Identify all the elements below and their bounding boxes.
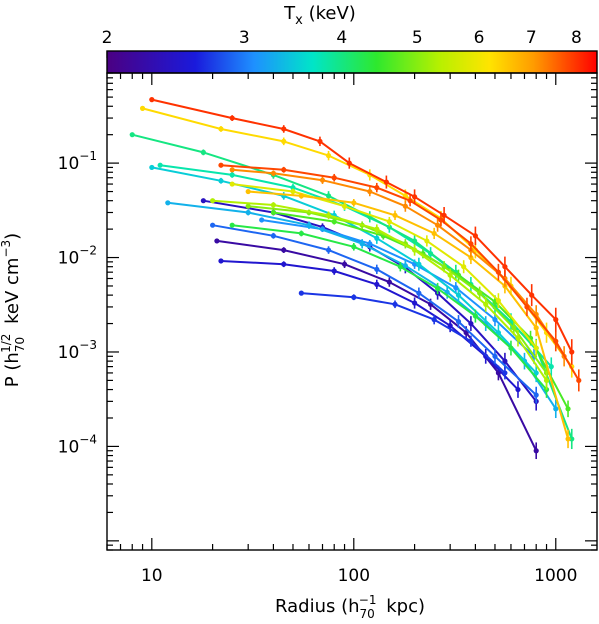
profile-T-5.3 <box>210 198 550 390</box>
y-tick-label-exponent: −2 <box>79 244 97 258</box>
y-tick-label: 10−4 <box>58 432 97 457</box>
colorbar-tick-label: 2 <box>102 28 113 48</box>
y-tick-label: 10−1 <box>58 149 97 174</box>
profile-T-7.8 <box>218 162 582 392</box>
y-tick-label: 10−2 <box>58 244 97 269</box>
profile-T-2.2 <box>214 238 539 460</box>
profile-T-8 <box>149 97 575 365</box>
x-axis-label: Radius (h70−1 kpc) <box>275 593 425 621</box>
profile-T-3.1 <box>259 217 537 364</box>
profile-T-2.9 <box>210 222 539 404</box>
profile-T-2.7 <box>298 290 508 380</box>
profile-line <box>247 205 548 374</box>
colorbar-tick-label: 8 <box>571 28 582 48</box>
x-tick-label: 100 <box>338 566 370 586</box>
colorbar-tick-label: 5 <box>412 28 423 48</box>
x-axis-label-units: kpc) <box>381 596 426 617</box>
plot-frame <box>106 72 598 551</box>
profile-T-6.6 <box>245 188 571 449</box>
y-axis-label-mid: keV cm <box>2 258 23 330</box>
x-axis-label-superscript: −1 <box>359 593 377 607</box>
colorbar-tick-label: 3 <box>239 28 250 48</box>
colorbar-strip <box>106 50 598 74</box>
profile-line <box>231 168 566 358</box>
y-axis-label-close: ) <box>2 233 23 240</box>
pressure-profiles <box>129 97 582 460</box>
y-axis-ticks: 10−110−210−310−4 <box>58 72 597 551</box>
profile-line <box>300 292 506 374</box>
colorbar-tick-label: 7 <box>526 28 537 48</box>
profile-line <box>247 190 569 440</box>
profile-line <box>231 224 548 391</box>
y-axis-label: P (h701/2 keV cm−3) <box>0 233 27 387</box>
y-tick-label-base: 10 <box>58 343 80 363</box>
y-axis-label-subscript: 70 <box>13 337 27 352</box>
colorbar-tick-label: 4 <box>336 28 347 48</box>
x-axis-ticks: 10 100 1000 <box>106 73 577 586</box>
colorbar-tick-label: 6 <box>474 28 485 48</box>
x-tick-label: 1000 <box>534 566 577 586</box>
x-tick-label: 10 <box>141 566 163 586</box>
y-axis-label-exponent: −3 <box>0 240 13 258</box>
colorbar-title-units: (keV) <box>303 3 356 24</box>
y-tick-label-exponent: −3 <box>79 338 97 352</box>
profile-line <box>150 166 538 374</box>
y-tick-label: 10−3 <box>58 338 97 363</box>
profile-T-5 <box>245 203 550 382</box>
profile-line <box>211 199 548 382</box>
y-axis-label-superscript: 1/2 <box>0 334 13 353</box>
y-tick-label-exponent: −4 <box>79 432 97 446</box>
profile-T-3.3 <box>165 200 559 419</box>
colorbar-title-subscript: x <box>295 13 303 28</box>
x-axis-label-subscript: 70 <box>360 607 375 621</box>
profile-line <box>211 224 538 396</box>
profile-T-4.3 <box>229 222 550 398</box>
colorbar: Tx (keV) 2 3 4 5 6 7 8 <box>102 3 598 74</box>
y-axis-label-group: P (h701/2 keV cm−3) <box>0 233 27 387</box>
profile-line <box>215 239 538 452</box>
colorbar-title: Tx (keV) <box>283 3 356 28</box>
profile-line <box>220 260 519 391</box>
y-tick-label-base: 10 <box>58 249 80 269</box>
y-tick-label-base: 10 <box>58 154 80 174</box>
y-tick-label-base: 10 <box>58 437 80 457</box>
y-tick-label-exponent: −1 <box>79 149 97 163</box>
